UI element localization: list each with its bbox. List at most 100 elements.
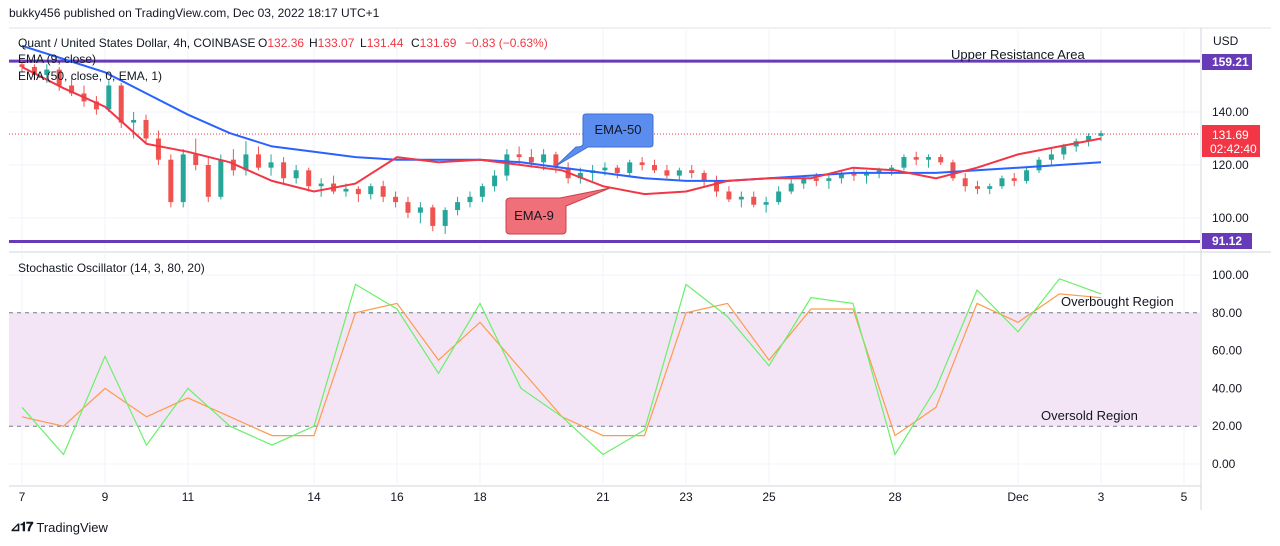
candle-up bbox=[776, 191, 782, 203]
candle-up bbox=[999, 178, 1005, 187]
support-price-badge: 91.12 bbox=[1202, 233, 1252, 249]
time-tick-label: 9 bbox=[102, 490, 109, 504]
symbol-name: Quant / United States Dollar, 4h, COINBA… bbox=[18, 36, 255, 50]
resistance-price-badge: 159.21 bbox=[1202, 54, 1252, 70]
time-tick-label: Dec bbox=[1007, 490, 1028, 504]
candle-down bbox=[1011, 178, 1017, 181]
ema50-callout-shape bbox=[555, 113, 654, 167]
candle-up bbox=[602, 167, 608, 171]
candle-down bbox=[974, 186, 980, 189]
candle-down bbox=[726, 191, 732, 200]
tradingview-mark-icon: ⊿𝟏𝟕 bbox=[10, 519, 33, 534]
candle-down bbox=[714, 180, 720, 192]
candle-down bbox=[380, 186, 386, 197]
overbought-label: Overbought Region bbox=[1061, 294, 1174, 309]
stoch-legend[interactable]: Stochastic Oscillator (14, 3, 80, 20) bbox=[18, 261, 205, 275]
time-tick-label: 11 bbox=[182, 490, 195, 504]
candle-down bbox=[281, 162, 287, 179]
candle-down bbox=[393, 196, 399, 203]
time-tick-label: 3 bbox=[1098, 490, 1105, 504]
ema50-legend[interactable]: EMA (50, close, 0, EMA, 1) bbox=[18, 69, 162, 83]
axes: 140.00120.00100.00100.0080.0060.0040.002… bbox=[19, 105, 1249, 504]
stoch-tick-label: 100.00 bbox=[1212, 268, 1249, 282]
candle-down bbox=[19, 64, 25, 67]
candle-up bbox=[577, 172, 583, 179]
ohlc-close: C131.69 bbox=[411, 36, 457, 50]
candle-down bbox=[31, 66, 37, 75]
candle-up bbox=[788, 183, 794, 192]
candle-down bbox=[813, 178, 819, 181]
time-tick-label: 5 bbox=[1181, 490, 1188, 504]
candle-up bbox=[1024, 170, 1030, 181]
candle-up bbox=[738, 196, 744, 200]
candle-down bbox=[93, 101, 99, 110]
candle-down bbox=[516, 154, 522, 158]
candle-up bbox=[180, 154, 186, 203]
price-tick-label: 100.00 bbox=[1212, 211, 1249, 225]
countdown-text: 02:42:40 bbox=[1210, 142, 1257, 156]
stoch-tick-label: 0.00 bbox=[1212, 457, 1236, 471]
price-pane bbox=[9, 44, 1200, 244]
candle-down bbox=[430, 207, 436, 226]
tradingview-logo[interactable]: ⊿𝟏𝟕 TradingView bbox=[10, 519, 108, 535]
candle-up bbox=[541, 154, 547, 163]
candle-down bbox=[553, 154, 559, 168]
price-tick-label: 140.00 bbox=[1212, 105, 1249, 119]
candle-up bbox=[987, 186, 993, 189]
candle-down bbox=[69, 85, 75, 94]
stoch-tick-label: 40.00 bbox=[1212, 381, 1242, 395]
candle-down bbox=[851, 172, 857, 176]
candle-down bbox=[689, 170, 695, 173]
ema9-legend[interactable]: EMA (9, close) bbox=[18, 52, 96, 66]
candle-down bbox=[230, 159, 236, 171]
oversold-label: Oversold Region bbox=[1041, 408, 1138, 423]
candle-up bbox=[864, 172, 870, 176]
candle-down bbox=[205, 165, 211, 197]
tradingview-brand: TradingView bbox=[36, 519, 108, 535]
candle-up bbox=[901, 157, 907, 168]
candle-down bbox=[56, 69, 62, 86]
last-price-text: 131.69 bbox=[1212, 128, 1249, 142]
candle-up bbox=[44, 69, 50, 75]
candle-up bbox=[1036, 159, 1042, 171]
candle-up bbox=[455, 202, 461, 211]
candle-down bbox=[938, 157, 944, 163]
support-badge-bg bbox=[1202, 233, 1252, 249]
candle-down bbox=[614, 167, 620, 173]
resistance-badge-text: 159.21 bbox=[1212, 55, 1249, 69]
candle-down bbox=[168, 159, 174, 203]
candle-down bbox=[118, 85, 124, 123]
time-tick-label: 7 bbox=[19, 490, 26, 504]
last-price-badge-bg bbox=[1202, 125, 1260, 157]
candle-up bbox=[442, 210, 448, 226]
candle-up bbox=[1061, 146, 1067, 155]
price-legend: Quant / United States Dollar, 4h, COINBA… bbox=[18, 36, 1085, 83]
candle-down bbox=[701, 172, 707, 181]
candle-up bbox=[268, 162, 274, 168]
candle-down bbox=[143, 119, 149, 139]
candle-up bbox=[318, 183, 324, 187]
candle-down bbox=[962, 178, 968, 187]
candle-up bbox=[343, 188, 349, 192]
price-tick-label: 120.00 bbox=[1212, 158, 1249, 172]
publication-header: bukky456 published on TradingView.com, D… bbox=[9, 6, 380, 20]
candle-up bbox=[106, 85, 112, 110]
time-tick-label: 16 bbox=[390, 490, 404, 504]
candle-up bbox=[243, 154, 249, 171]
candle-down bbox=[664, 170, 670, 176]
ema9-callout: EMA-9 bbox=[505, 187, 611, 235]
candle-up bbox=[1086, 135, 1092, 142]
candle-up bbox=[1048, 154, 1054, 160]
candle-up bbox=[467, 196, 473, 203]
ohlc-open: O132.36 bbox=[258, 36, 304, 50]
ohlc-low: L131.44 bbox=[360, 36, 404, 50]
stoch-tick-label: 60.00 bbox=[1212, 344, 1242, 358]
candle-up bbox=[293, 170, 299, 179]
candle-down bbox=[950, 162, 956, 179]
stoch-band bbox=[9, 312, 1200, 427]
candle-down bbox=[639, 162, 645, 165]
candle-down bbox=[306, 170, 312, 187]
time-tick-label: 21 bbox=[596, 490, 610, 504]
time-tick-label: 28 bbox=[888, 490, 902, 504]
